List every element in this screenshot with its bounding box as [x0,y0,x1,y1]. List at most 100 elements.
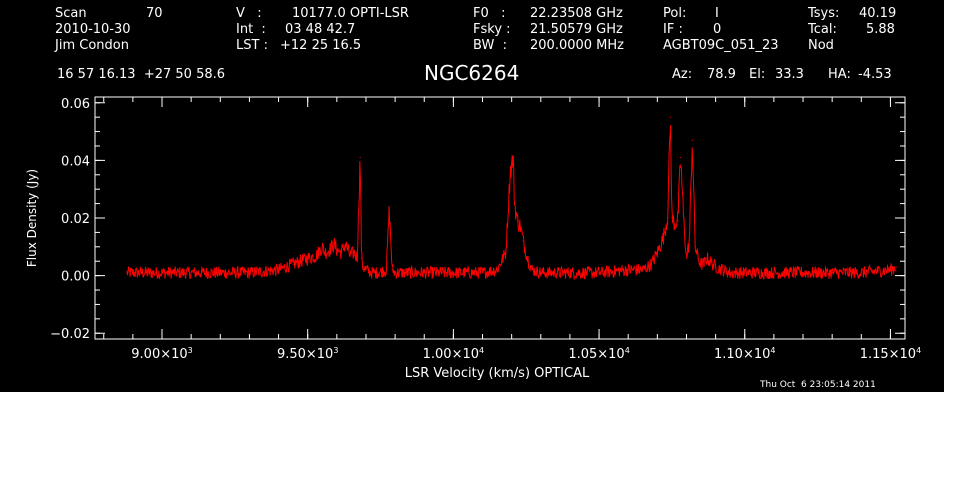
spectrum-point [691,139,693,141]
spectrum-point [802,272,804,274]
int-value: 03 48 42.7 [285,22,356,37]
bw-value: 200.0000 MHz [530,38,624,53]
x-tick-label: 1.15×104 [860,346,921,362]
spectrum-point [292,263,294,265]
pol-label: Pol: [663,6,687,21]
spectrum-chart: −0.02 0.00 0.02 0.04 0.06 9.00×103 9.50×103 1.0… [25,96,921,381]
spectrum-point [344,243,347,245]
pol-value: I [715,6,719,21]
velocity-value: 10177.0 OPTI-LSR [292,6,409,21]
spectrum-point [860,272,862,274]
spectrum-point [569,272,571,274]
spectrum-point [688,240,690,242]
spectrum-point [126,272,128,274]
spectrum-point [328,249,331,251]
spectrum-point [694,246,696,248]
spectrum-point [277,269,280,271]
f0-value: 22.23508 GHz [530,6,623,21]
el-value: 33.3 [775,67,804,82]
spectrum-point [627,269,629,271]
x-tick-label: 1.05×104 [568,346,629,362]
if-label: IF : [663,22,683,37]
az-value: 78.9 [707,67,736,82]
spectrum-point [709,260,711,262]
spectrum-point [697,257,699,259]
spectrum-point [321,246,323,248]
x-tick-label: 1.00×104 [423,346,484,362]
spectrum-point [356,257,358,259]
y-tick-label: 0.06 [61,97,90,112]
spectrum-point [324,251,326,254]
spectrum-trace [126,125,897,281]
ha-value: -4.53 [858,67,892,82]
spectrum-point [773,272,775,274]
spectrum-point [677,220,679,222]
plot-frame [94,96,906,340]
source-name: NGC6264 [424,61,520,85]
spectrum-point [349,254,351,257]
spectrum-point [333,243,335,245]
spectrum-point [248,272,251,274]
fsky-label: Fsky : [473,22,511,37]
tcal-label: Tcal: [808,22,837,37]
observer-name: Jim Condon [55,38,129,53]
spectrum-point [674,223,676,225]
source-coordinates: 16 57 16.13 +27 50 58.6 [57,67,226,82]
spectrum-point [744,272,746,274]
spectrum-point [391,269,393,271]
x-tick-label: 9.50×103 [277,346,338,362]
tsys-value: 40.19 [859,6,897,21]
f0-label: F0 : [473,6,506,21]
spectrum-point [361,257,363,259]
spectrum-point [700,263,702,265]
spectrum-point [527,257,529,259]
spectrum-point [522,240,524,242]
spectrum-point [519,226,521,228]
spectrum-point [531,269,533,271]
scan-label: Scan [55,6,87,21]
spectrum-point [682,217,685,219]
ha-label: HA: [828,67,851,82]
spectrum-point [662,237,664,239]
spectrum-point [650,263,653,265]
spectrum-point [680,156,682,159]
lst-value: +12 25 16.5 [280,38,362,53]
spectrum-point [353,251,355,254]
spectrum-point [671,217,673,219]
plot-window: Scan 70 V : 10177.0 OPTI-LSR F0 : 22.235… [0,0,944,392]
spectrum-point [394,272,396,274]
spectrum-point [598,272,600,274]
spectrum-point [666,217,669,219]
spectrum-point [362,266,364,268]
spectrum-point [715,266,717,268]
x-tick-label: 9.00×103 [131,346,192,362]
project-id: AGBT09C_051_23 [663,38,779,53]
spectrum-point [703,263,705,265]
spectrum-point [516,220,519,222]
plot-timestamp: Thu Oct 6 23:05:14 2011 [760,380,876,390]
spectrum-point [190,272,192,274]
spectrum-point [365,269,367,271]
spectrum-point [895,266,897,268]
obs-date: 2010-10-30 [55,22,131,37]
spectrum-point [706,257,708,259]
axis-ticks: −0.02 0.00 0.02 0.04 0.06 9.00×103 9.50×103 1.0… [50,97,921,362]
spectrum-point [496,269,498,271]
spectrum-point [452,272,454,274]
spectrum-point [669,116,672,118]
spectrum-point [315,254,318,257]
velocity-label: V : [236,6,262,21]
y-tick-label: 0.04 [61,154,90,169]
spectrum-data-layer [126,116,897,281]
spectrum-point [219,272,221,274]
x-axis-label: LSR Velocity (km/s) OPTICAL [405,366,590,381]
x-tick-label: 1.10×104 [714,346,775,362]
spectrum-point [729,272,731,274]
spectrum-point [685,257,688,259]
scan-value: 70 [146,6,163,21]
spectrum-point [831,272,833,274]
if-value: 0 [713,22,722,37]
spectrum-point [512,156,514,159]
spectrum-point [423,272,425,274]
tcal-value: 5.88 [866,22,895,37]
